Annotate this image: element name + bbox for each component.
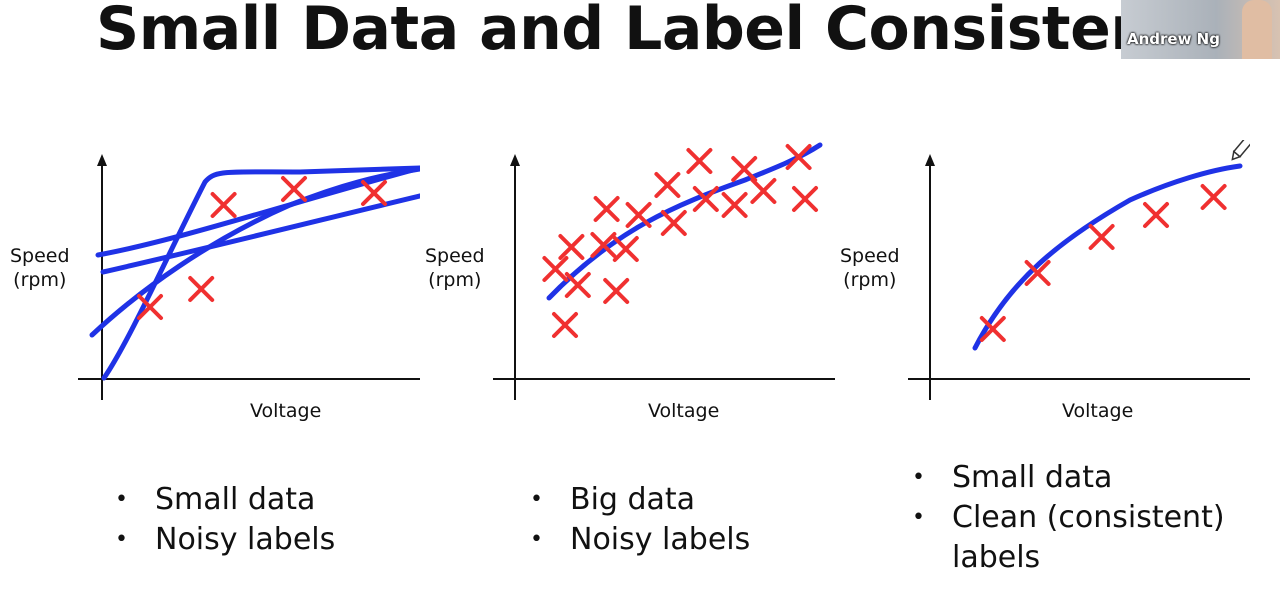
chart-axes xyxy=(493,154,835,400)
data-point-x-mark xyxy=(210,192,237,218)
data-point-x-mark xyxy=(542,256,569,282)
y-axis-arrow xyxy=(925,154,935,166)
bullet-list: • Small data • Clean (consistent) labels xyxy=(912,458,1225,578)
data-point-x-mark xyxy=(1088,224,1115,250)
bullet-item: • Noisy labels xyxy=(530,520,750,560)
bullet-list: • Small data • Noisy labels xyxy=(115,480,335,560)
bullet-list: • Big data • Noisy labels xyxy=(530,480,750,560)
bullet-item: • Clean (consistent) labels xyxy=(912,500,1225,575)
chart-svg xyxy=(908,140,1250,400)
fit-curve xyxy=(89,166,420,338)
data-point-x-mark xyxy=(654,172,681,198)
bullet-dot-icon: • xyxy=(115,527,128,552)
data-point-x-mark xyxy=(612,236,639,262)
fit-curves xyxy=(972,163,1243,351)
data-point-x-mark xyxy=(686,148,713,174)
y-axis-label: Speed (rpm) xyxy=(10,245,70,291)
data-point-x-mark xyxy=(692,186,719,212)
data-point-x-mark xyxy=(593,196,620,222)
data-point-x-mark xyxy=(979,316,1006,342)
chart-axes xyxy=(78,154,420,400)
chart-svg xyxy=(78,154,420,400)
data-point-x-mark xyxy=(792,186,818,212)
bullet-dot-icon: • xyxy=(115,487,128,512)
x-axis-label: Voltage xyxy=(648,400,720,422)
bullet-item: • Small data xyxy=(912,458,1225,498)
participant-name: Andrew Ng xyxy=(1127,30,1220,48)
data-point-x-mark xyxy=(137,294,163,320)
fit-curve xyxy=(95,165,420,258)
data-point-x-mark xyxy=(552,312,578,338)
bullet-dot-icon: • xyxy=(530,487,543,512)
data-point-x-mark xyxy=(564,272,591,298)
bullet-item: • Small data xyxy=(115,480,335,520)
y-axis-label: Speed (rpm) xyxy=(840,245,900,291)
data-point-x-mark xyxy=(361,180,387,206)
slide-title: Small Data and Label Consisten xyxy=(96,0,1153,64)
data-point-x-mark xyxy=(785,144,812,170)
data-point-x-mark xyxy=(625,202,652,228)
fit-curve xyxy=(101,165,420,381)
data-points xyxy=(542,144,818,338)
chart-panel-big-noisy: Speed (rpm) Voltage xyxy=(415,140,835,430)
fit-curves xyxy=(89,165,420,381)
y-axis-arrow xyxy=(97,154,107,166)
data-point-x-mark xyxy=(1200,184,1227,210)
data-point-x-mark xyxy=(721,192,748,218)
participant-avatar xyxy=(1242,0,1272,59)
x-axis-label: Voltage xyxy=(1062,400,1134,422)
data-point-x-mark xyxy=(731,156,758,182)
participant-video-tile[interactable]: Andrew Ng xyxy=(1121,0,1280,59)
data-point-x-mark xyxy=(1143,202,1169,228)
chart-axes xyxy=(908,154,1250,400)
data-points xyxy=(137,176,387,320)
bullet-item: • Big data xyxy=(530,480,750,520)
y-axis-label: Speed (rpm) xyxy=(425,245,485,291)
bullet-dot-icon: • xyxy=(912,505,925,530)
pen-cursor-icon xyxy=(1231,140,1250,161)
data-points xyxy=(979,184,1227,342)
chart-panel-small-noisy: Speed (rpm) Voltage xyxy=(0,140,420,430)
data-point-x-mark xyxy=(281,176,307,202)
fit-curve xyxy=(972,163,1243,351)
data-point-x-mark xyxy=(590,232,617,258)
chart-panel-small-clean: Speed (rpm) Voltage xyxy=(830,140,1250,430)
bullet-dot-icon: • xyxy=(530,527,543,552)
bullet-item: • Noisy labels xyxy=(115,520,335,560)
chart-svg xyxy=(493,142,835,400)
x-axis-label: Voltage xyxy=(250,400,322,422)
data-point-x-mark xyxy=(660,210,687,236)
data-point-x-mark xyxy=(603,278,630,304)
data-point-x-mark xyxy=(750,178,777,204)
data-point-x-mark xyxy=(558,234,585,260)
y-axis-arrow xyxy=(510,154,520,166)
bullet-dot-icon: • xyxy=(912,465,925,490)
data-point-x-mark xyxy=(1024,260,1051,286)
data-point-x-mark xyxy=(188,276,215,302)
fit-curve xyxy=(100,193,420,275)
